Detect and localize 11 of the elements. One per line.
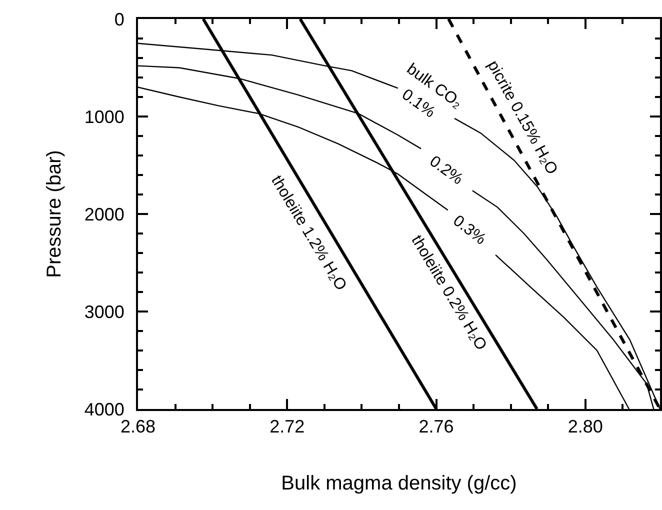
y-axis-title: Pressure (bar): [43, 150, 66, 278]
x-tick-label: 2.80: [568, 416, 603, 437]
y-tick-label: 1000: [84, 106, 124, 127]
x-tick-label: 2.68: [120, 416, 156, 437]
y-tick-label: 0: [114, 9, 124, 30]
y-tick-label: 2000: [84, 204, 124, 224]
x-tick-label: 2.76: [418, 416, 454, 437]
x-axis-title: Bulk magma density (g/cc): [281, 472, 517, 495]
y-tick-label: 3000: [84, 302, 124, 322]
y-tick-label: 4000: [84, 399, 124, 420]
x-tick-label: 2.72: [270, 416, 305, 437]
